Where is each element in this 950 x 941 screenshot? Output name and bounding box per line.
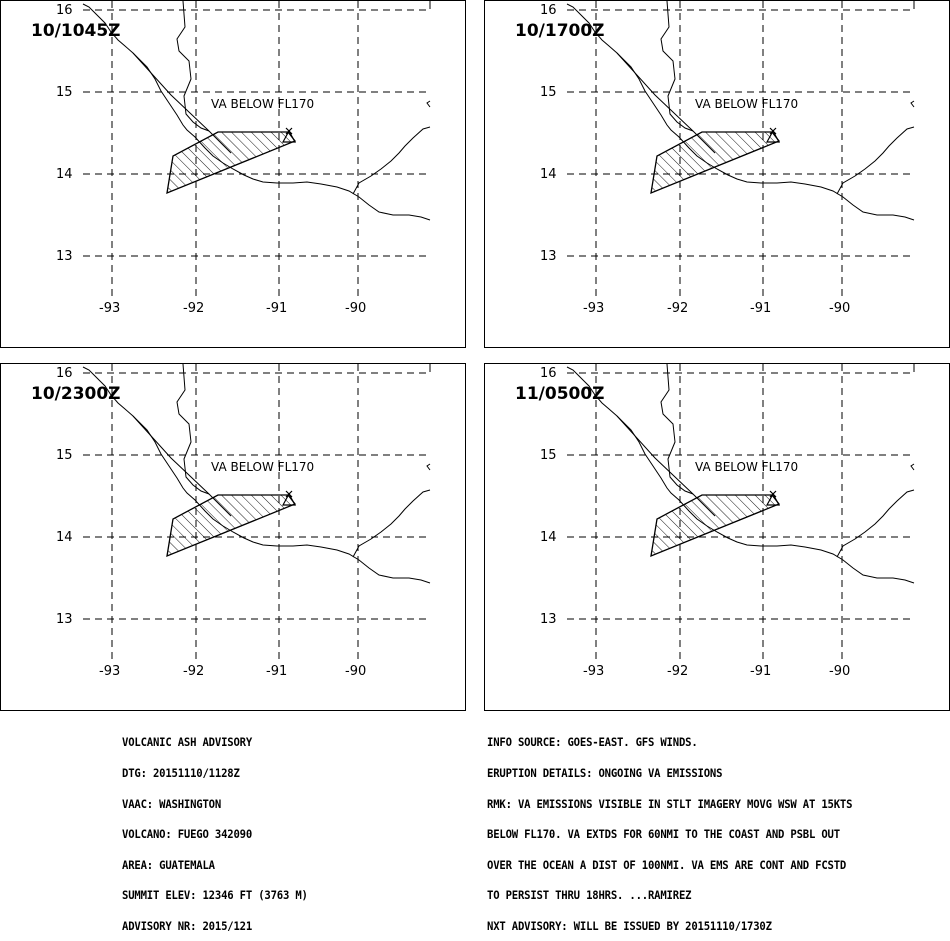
- advisory-line: TO PERSIST THRU 18HRS. ...RAMIREZ: [487, 888, 692, 903]
- advisory-line: DTG: 20151110/1128Z: [122, 766, 240, 781]
- lon-label: -90: [345, 664, 366, 679]
- volcano-icon: [765, 127, 781, 143]
- advisory-line: RMK: VA EMISSIONS VISIBLE IN STLT IMAGER…: [487, 796, 853, 811]
- lon-label: -90: [345, 301, 366, 316]
- lat-label: 13: [56, 612, 73, 627]
- lon-label: -93: [583, 301, 604, 316]
- advisory-line: VOLCANIC ASH ADVISORY: [122, 735, 253, 750]
- advisory-line: SUMMIT ELEV: 12346 FT (3763 M): [122, 888, 308, 903]
- forecast-panel: 10/2300Z VA BELOW FL170 16 15 14 13 -93 …: [0, 363, 466, 711]
- valid-time-label: 10/1700Z: [515, 21, 605, 41]
- lat-label: 15: [540, 85, 557, 100]
- advisory-line: ERUPTION DETAILS: ONGOING VA EMISSIONS: [487, 766, 723, 781]
- lat-label: 15: [56, 85, 73, 100]
- advisory-line: VAAC: WASHINGTON: [122, 796, 222, 811]
- advisory-header-block: VOLCANIC ASH ADVISORY DTG: 20151110/1128…: [122, 717, 308, 941]
- lon-label: -90: [829, 664, 850, 679]
- lat-label: 13: [56, 249, 73, 264]
- lat-label: 16: [540, 366, 557, 381]
- valid-time-label: 11/0500Z: [515, 384, 605, 404]
- lon-label: -93: [583, 664, 604, 679]
- lat-label: 15: [540, 448, 557, 463]
- lat-lon-grid: [567, 364, 914, 659]
- ash-cloud-polygon: [166, 131, 297, 195]
- valid-time-label: 10/2300Z: [31, 384, 121, 404]
- advisory-line: OVER THE OCEAN A DIST OF 100NMI. VA EMS …: [487, 857, 847, 872]
- lat-label: 14: [56, 530, 73, 545]
- volcano-icon: [765, 490, 781, 506]
- lon-label: -90: [829, 301, 850, 316]
- advisory-line: VOLCANO: FUEGO 342090: [122, 827, 253, 842]
- lon-label: -91: [750, 301, 771, 316]
- lat-label: 14: [56, 167, 73, 182]
- advisory-line: ADVISORY NR: 2015/121: [122, 919, 253, 934]
- ash-altitude-label: VA BELOW FL170: [211, 97, 314, 111]
- ash-altitude-label: VA BELOW FL170: [695, 97, 798, 111]
- ash-cloud-polygon: [650, 131, 781, 195]
- lon-label: -92: [667, 301, 688, 316]
- advisory-line: INFO SOURCE: GOES-EAST. GFS WINDS.: [487, 735, 698, 750]
- lat-label: 14: [540, 167, 557, 182]
- forecast-panel: 11/0500Z VA BELOW FL170 16 15 14 13 -93 …: [484, 363, 950, 711]
- lon-label: -93: [99, 664, 120, 679]
- lat-label: 15: [56, 448, 73, 463]
- advisory-remarks-block: INFO SOURCE: GOES-EAST. GFS WINDS. ERUPT…: [487, 717, 853, 941]
- ash-cloud-polygon: [166, 494, 297, 558]
- lon-label: -91: [266, 301, 287, 316]
- volcano-icon: [281, 127, 297, 143]
- valid-time-label: 10/1045Z: [31, 21, 121, 41]
- ash-cloud-polygon: [650, 494, 781, 558]
- forecast-panel: 10/1045Z VA BELOW FL170 16 15 14 13 -93 …: [0, 0, 466, 348]
- lat-label: 13: [540, 249, 557, 264]
- lat-lon-grid: [83, 364, 430, 659]
- lon-label: -91: [266, 664, 287, 679]
- ash-altitude-label: VA BELOW FL170: [695, 460, 798, 474]
- lon-label: -91: [750, 664, 771, 679]
- lat-label: 16: [540, 3, 557, 18]
- advisory-line: AREA: GUATEMALA: [122, 857, 215, 872]
- lat-label: 13: [540, 612, 557, 627]
- forecast-panel: 10/1700Z VA BELOW FL170 16 15 14 13 -93 …: [484, 0, 950, 348]
- advisory-line: NXT ADVISORY: WILL BE ISSUED BY 20151110…: [487, 919, 772, 934]
- lon-label: -92: [183, 664, 204, 679]
- lon-label: -93: [99, 301, 120, 316]
- lon-label: -92: [183, 301, 204, 316]
- lat-label: 14: [540, 530, 557, 545]
- ash-altitude-label: VA BELOW FL170: [211, 460, 314, 474]
- lon-label: -92: [667, 664, 688, 679]
- lat-label: 16: [56, 366, 73, 381]
- lat-label: 16: [56, 3, 73, 18]
- advisory-line: BELOW FL170. VA EXTDS FOR 60NMI TO THE C…: [487, 827, 840, 842]
- volcano-icon: [281, 490, 297, 506]
